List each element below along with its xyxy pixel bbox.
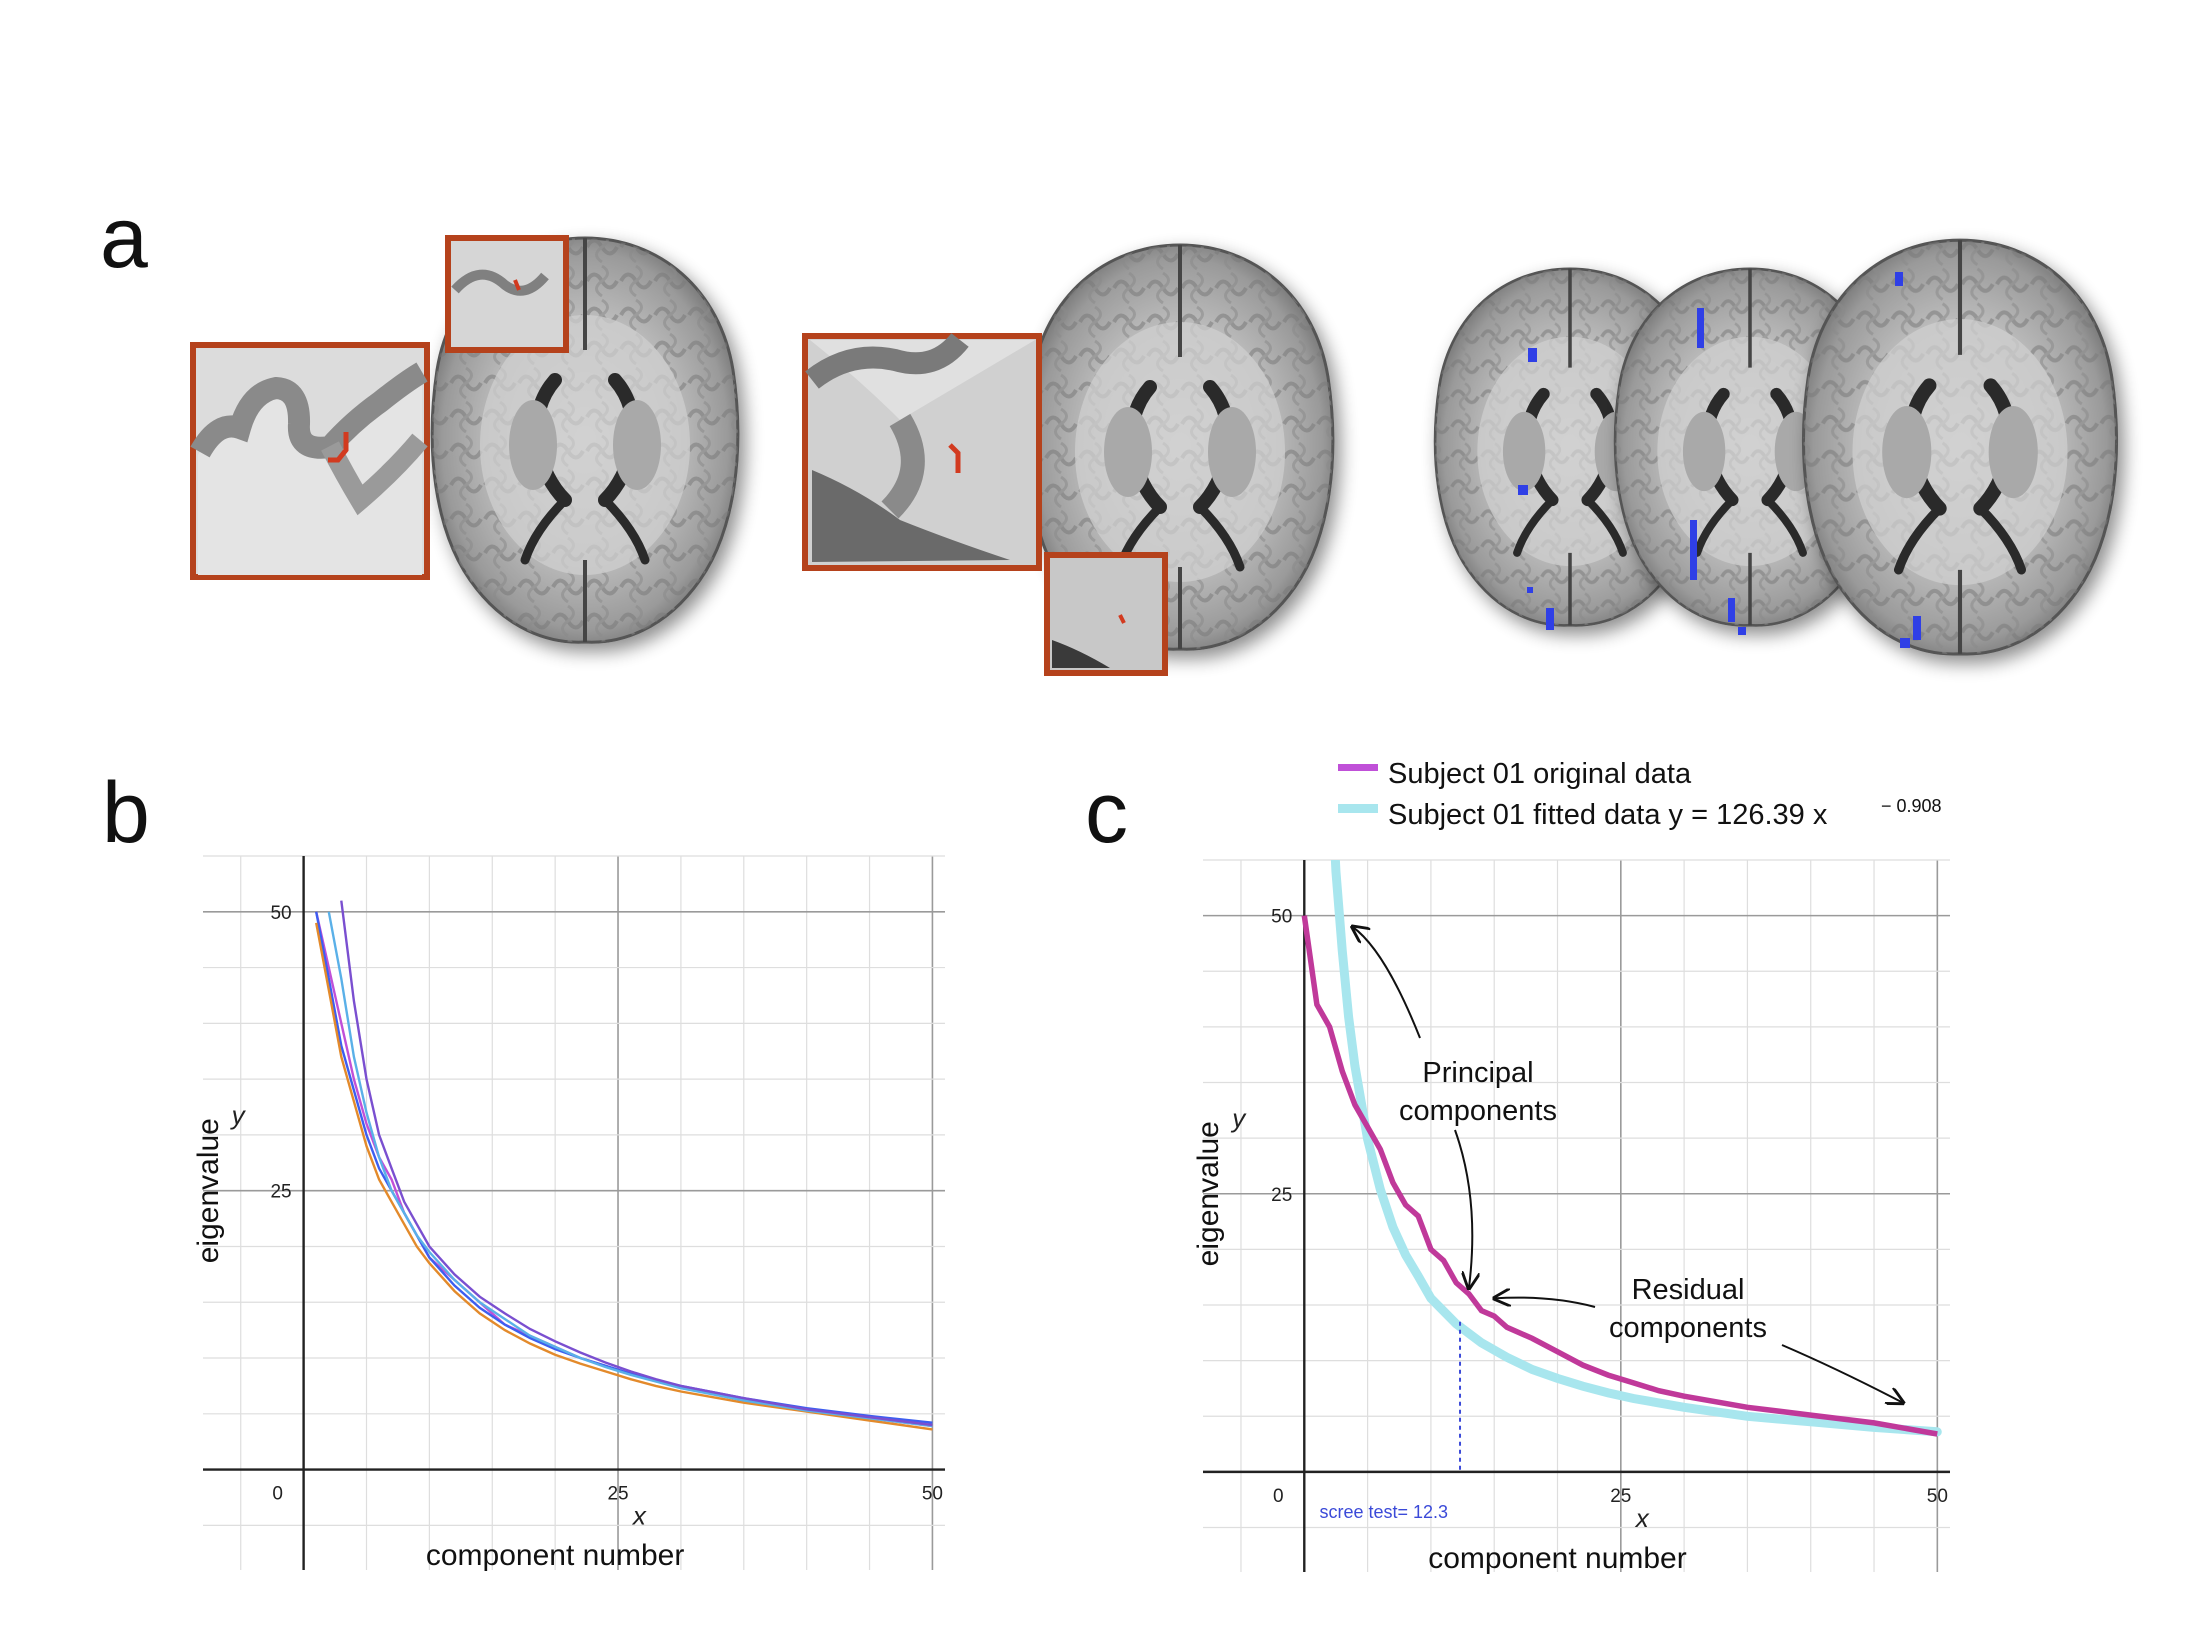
legend-swatch-original [1338,764,1378,771]
series-line-2 [315,911,933,1424]
series-line-4 [327,911,933,1428]
y-tick-label: 25 [270,1182,291,1203]
x-tick-label: 25 [1610,1486,1631,1507]
scree-test-label: scree test= 12.3 [1319,1502,1448,1522]
legend-swatch-fitted [1338,804,1378,813]
series-line-1 [315,911,933,1428]
brain-slice-5 [1804,240,2117,654]
lesion-marker-2 [1118,614,1126,624]
chart-b: 0 25 50 25 50 x y component number eigenvalue [192,855,945,1572]
lesion-marker-2-zoom [948,443,961,473]
arrow-to-residual-start [1494,1298,1596,1308]
chart-c: 0 25 50 25 50 x y component number eigenvalue scr… [1192,859,1950,1575]
x-tick-label: 0 [272,1484,283,1505]
arrow-to-residual-end [1781,1344,1903,1403]
annotation-residual-components: Residual components [1609,1274,1767,1344]
legend-label-fitted: Subject 01 fitted data y = 126.39 x [1388,799,1828,831]
lesion-marker-1-zoom [328,432,349,463]
y-tick-label: 50 [1271,907,1292,928]
x-tick-label: 50 [1927,1486,1948,1507]
x-axis-symbol: x [631,1501,647,1531]
panel-label-a: a [100,190,148,286]
annotation-principal-components: Principal components [1399,1057,1557,1127]
blue-lesion-overlay [1518,272,1921,648]
panel-label-b: b [102,765,150,861]
series-line-3 [315,922,933,1431]
y-axis-symbol: y [1230,1103,1247,1133]
legend-label-original: Subject 01 original data [1388,758,1692,790]
series-line-5 [340,900,933,1427]
x-tick-label: 25 [607,1484,628,1505]
panel-label-c: c [1085,765,1128,861]
y-axis-symbol: y [230,1100,247,1130]
y-tick-label: 50 [270,903,291,924]
x-axis-symbol: x [1634,1503,1650,1533]
chart-c-legend: Subject 01 original data Subject 01 fitt… [1338,758,1942,831]
y-axis-label: eigenvalue [1192,1121,1225,1266]
series-line-original [1301,915,1938,1437]
x-tick-label: 50 [922,1484,943,1505]
x-tick-label: 0 [1273,1486,1284,1507]
zoom-inset-2 [802,332,1042,571]
panel-a-brain-images [190,235,2117,676]
arrow-principal-to-curve [1454,1129,1472,1288]
x-axis-label: component number [426,1539,685,1572]
y-axis-label: eigenvalue [192,1118,225,1263]
y-tick-label: 25 [1271,1185,1292,1206]
zoom-box-small-1 [445,235,569,353]
lesion-marker-1 [513,279,521,291]
series-line-fitted [1330,860,1942,1437]
legend-fitted-exponent: − 0.908 [1881,796,1942,816]
x-axis-label: component number [1428,1542,1687,1575]
zoom-inset-1 [190,342,430,580]
arrow-to-principal [1352,927,1421,1039]
